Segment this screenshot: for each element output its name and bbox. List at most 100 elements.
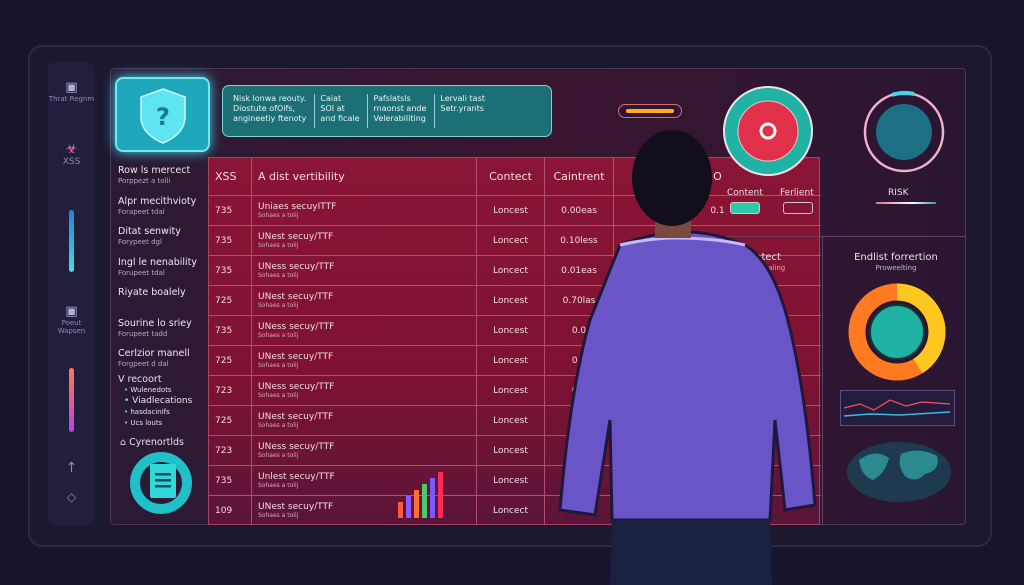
- table-cell: Loncest: [476, 286, 544, 315]
- list-item[interactable]: • Wulenedots: [124, 386, 172, 394]
- progress-pill: [618, 104, 682, 118]
- list: • Wulenedots • Viadlecations • hasdacinifs…: [124, 385, 192, 429]
- person-illustration: [558, 130, 817, 585]
- table-cell: [544, 436, 613, 465]
- list-item[interactable]: • hasdacinifs: [124, 408, 170, 416]
- threat-report-icon: ▣: [65, 80, 78, 95]
- column-header: Contect: [476, 158, 544, 195]
- sidebar: ▣ Thrat Regnm ☣ XSS ▣ Poeut Wapsen ↑ ◇: [48, 62, 95, 525]
- row-label[interactable]: Riyate boalely: [118, 287, 186, 298]
- bar: [430, 478, 435, 518]
- table-cell: 723: [215, 385, 233, 396]
- list-item[interactable]: • Ucs louts: [124, 419, 163, 427]
- table-cell: UNess secuy/TTF Sohaes a tolij: [251, 436, 476, 465]
- info-box: Nisk lonwa reouty. Diostute ofOifs, angine…: [222, 85, 552, 137]
- row-label[interactable]: Cerlzior manell Forgpeet d dal: [118, 348, 190, 368]
- table-cell: 725: [215, 355, 233, 366]
- right-title: Endlist forrertion: [854, 252, 938, 263]
- sidebar-level-bar: [69, 210, 74, 272]
- table-cell: UNess secuy/TTF Sohaes a tolij: [251, 256, 476, 285]
- document-icon[interactable]: [128, 450, 194, 516]
- table-cell: Uniaes secuyITTF Sohaes a tolij: [251, 196, 476, 225]
- shield-card[interactable]: ?: [115, 77, 210, 152]
- bar: [398, 502, 403, 518]
- ferlient-toggle[interactable]: [783, 202, 813, 214]
- row-label[interactable]: Alpr mecithvioty Forapeet tdal: [118, 195, 197, 216]
- table-cell: 735: [215, 235, 233, 246]
- diamond-icon[interactable]: ◇: [66, 490, 77, 504]
- risk-slider[interactable]: [876, 202, 936, 204]
- table-cell: 735: [215, 325, 233, 336]
- table-cell: UNess secuy/TTF Sohaes a tolij: [251, 316, 476, 345]
- right-sub: Proweelting: [875, 264, 917, 272]
- table-cell: 735: [215, 265, 233, 276]
- table-cell: [544, 466, 613, 495]
- report-icon: ▣: [65, 304, 78, 319]
- power-icon: [759, 122, 777, 140]
- table-cell: 0.10less: [544, 226, 613, 255]
- table-cell: 725: [215, 415, 233, 426]
- column-header: O: [613, 158, 821, 195]
- table-cell: UNest secuy/TTF Sohaes a tolij: [251, 346, 476, 375]
- footer-item[interactable]: ⌂ Cyrenortlds: [120, 437, 184, 448]
- bar: [414, 490, 419, 518]
- table-row[interactable]: 735 Uniaes secuyITTF Sohaes a tolij Loncest…: [209, 195, 821, 225]
- table-cell: UNest secuy/TTF Sohaes a tolij: [251, 226, 476, 255]
- biohazard-icon: ☣: [65, 142, 78, 157]
- table-cell: [544, 496, 613, 525]
- ferlient-label: Ferlient: [780, 188, 814, 198]
- column-header: A dist vertibility: [251, 158, 476, 195]
- row-label[interactable]: Ditat senwity Forypeet dgl: [118, 226, 181, 246]
- sidebar-item-threat-report[interactable]: ▣ Thrat Regnm: [48, 80, 95, 103]
- table-cell: 735: [215, 205, 233, 216]
- table-cell: UNess secuy/TTF Sohaes a tolij: [251, 376, 476, 405]
- row-label[interactable]: Sourine lo sriey Forupeet tadd: [118, 317, 192, 338]
- table-cell: Unlest secuy/TTF Sohaes a tolij: [251, 466, 476, 495]
- table-cell: Loncest: [476, 196, 544, 225]
- table-header: XSS A dist vertibility Contect Caintrent O: [209, 158, 821, 195]
- table-cell: 0.0: [544, 316, 613, 345]
- line-chart: [840, 390, 955, 426]
- table-cell: Loncect: [476, 256, 544, 285]
- table-cell: 0.01eas: [544, 256, 613, 285]
- table-cell: 0.70las: [544, 286, 613, 315]
- table-cell: 723: [215, 445, 233, 456]
- risk-gauge: [863, 90, 945, 173]
- sidebar-item-report[interactable]: ▣ Poeut Wapsen: [48, 304, 95, 335]
- table-cell: UNest secuy/TTF Sohaes a tolij: [251, 496, 476, 525]
- list-item[interactable]: • Viadlecations: [124, 396, 193, 406]
- content-label: Content: [727, 188, 763, 198]
- table-cell: Loncect: [476, 496, 544, 525]
- row-label[interactable]: Row ls mercect Porppezt a tolli: [118, 165, 191, 185]
- shield-question-icon: ?: [140, 88, 186, 144]
- arrow-up-icon[interactable]: ↑: [65, 460, 78, 476]
- table-cell: 109: [215, 505, 233, 516]
- bar: [422, 484, 427, 518]
- sidebar-level-bar-2: [69, 368, 74, 432]
- contect-title: Contect: [742, 252, 781, 263]
- lock-icon: ⌂: [120, 437, 130, 448]
- donut-chart: [848, 283, 946, 381]
- column-header: XSS: [215, 170, 237, 183]
- table-cell: UNest secuy/TTF Sohaes a tolij: [251, 286, 476, 315]
- table-cell: 735: [215, 475, 233, 486]
- column-header: Caintrent: [544, 158, 613, 195]
- table-cell: Loncest: [476, 436, 544, 465]
- world-map: [847, 442, 951, 502]
- table-cell: Loncest: [476, 316, 544, 345]
- list-title: V recoort: [118, 374, 162, 385]
- risk-label: RISK: [888, 188, 909, 198]
- content-toggle[interactable]: [730, 202, 760, 214]
- row-label[interactable]: Ingl le nenability Forupeet tdal: [118, 256, 198, 277]
- mini-bar-chart: [398, 472, 443, 518]
- table-cell: Loncest: [476, 346, 544, 375]
- sidebar-item-xss[interactable]: ☣ XSS: [48, 142, 95, 167]
- table-cell: 0.1: [613, 196, 821, 225]
- svg-text:?: ?: [156, 103, 170, 131]
- status-gauge[interactable]: [720, 83, 820, 183]
- table-cell: 725: [215, 295, 233, 306]
- bar: [438, 472, 443, 518]
- table-cell: Loncest: [476, 466, 544, 495]
- divider: [700, 236, 965, 237]
- table-cell: 0.00eas: [544, 196, 613, 225]
